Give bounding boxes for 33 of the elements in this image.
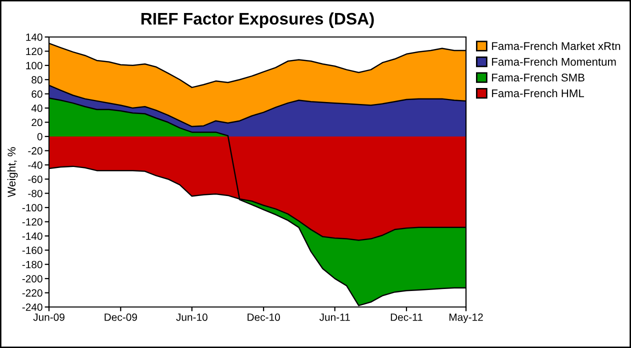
- y-tick-label: 20: [32, 118, 42, 126]
- y-tick-label: -60: [28, 176, 42, 183]
- y-tick-label: 80: [32, 76, 42, 84]
- y-tick-label: 100: [26, 62, 42, 70]
- legend-label: Fama-French SMB: [492, 73, 584, 82]
- y-tick-label: -180: [22, 260, 42, 268]
- y-tick-label: -240: [22, 304, 42, 311]
- y-tick-label: -220: [22, 289, 42, 297]
- y-tick-label: 40: [31, 104, 42, 112]
- y-tick-label: -200: [22, 275, 42, 282]
- y-tick-label: 60: [32, 90, 42, 98]
- chart-title: RIEF Factor Exposures (DSA): [141, 12, 374, 28]
- y-axis-title: Weight, %: [7, 147, 18, 198]
- x-tick-label: Jun-11: [319, 314, 350, 321]
- x-tick-label: Jun-10: [176, 314, 208, 321]
- y-tick-label: -40: [28, 161, 42, 169]
- y-tick-label: 140: [26, 34, 42, 41]
- y-tick-label: -120: [22, 218, 42, 226]
- y-tick-label: -80: [28, 190, 42, 198]
- legend-label: Fama-French Market xRtn: [492, 42, 620, 50]
- x-tick-label: Jun-09: [33, 314, 64, 321]
- x-tick-label: Dec-11: [390, 314, 422, 321]
- y-tick-label: -140: [22, 232, 42, 240]
- x-tick-label: Dec-10: [248, 314, 280, 321]
- y-tick-label: -100: [22, 204, 42, 212]
- x-tick-label: Dec-09: [104, 314, 137, 321]
- legend-label: Fama-French Momentum: [492, 58, 616, 66]
- y-tick-label: -20: [28, 147, 42, 155]
- y-tick-label: 120: [26, 48, 42, 56]
- y-tick-label: 0: [37, 132, 42, 140]
- legend-label: Fama-French HML: [492, 89, 584, 98]
- y-tick-label: -160: [22, 246, 42, 254]
- x-tick-label: May-12: [449, 314, 483, 323]
